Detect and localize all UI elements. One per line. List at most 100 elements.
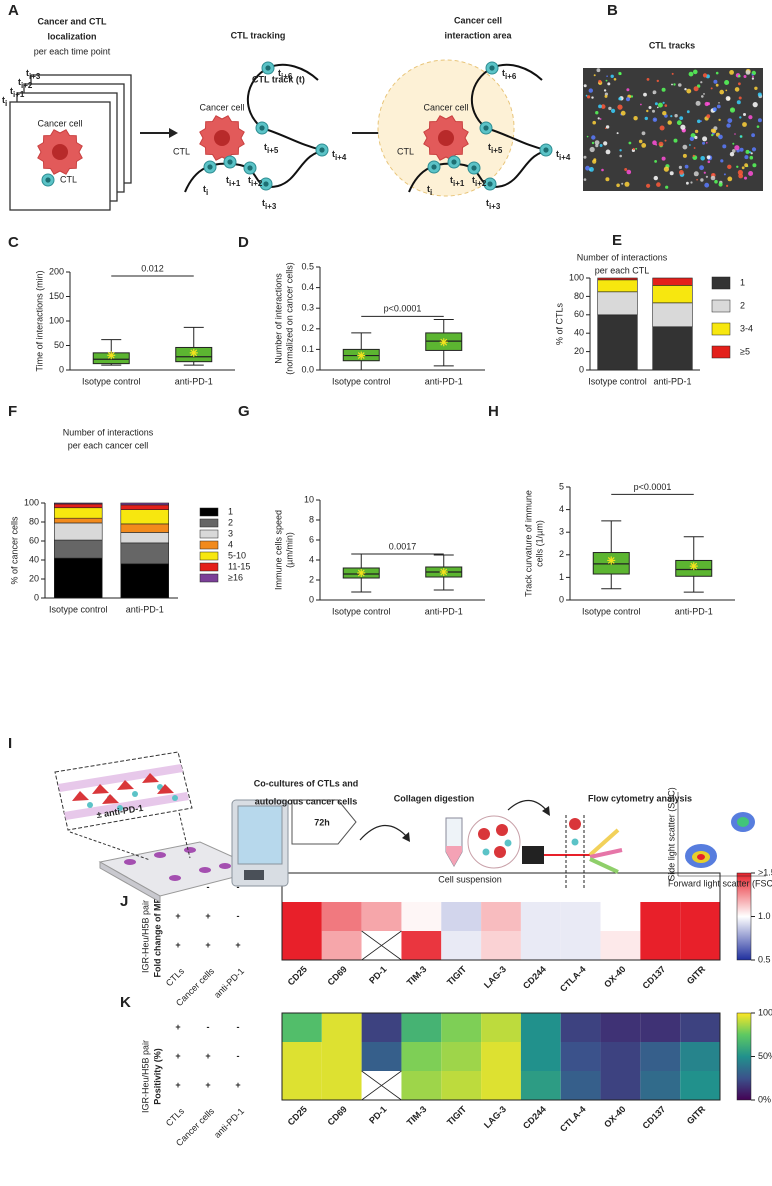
tube-liquid: [446, 846, 462, 866]
image-speck: [693, 171, 699, 177]
cancer-cell-small: [92, 784, 109, 794]
y-axis-label: Number of interactions: [273, 273, 283, 364]
image-speck: [689, 144, 691, 146]
time-base: t: [488, 142, 491, 152]
cell-label: CTL: [60, 174, 77, 184]
image-speck: [625, 97, 631, 102]
time-sub: i+2: [21, 81, 33, 90]
image-speck: [700, 120, 702, 122]
image-speck: [703, 93, 705, 95]
bar-segment: [120, 504, 169, 510]
x-tick-label: anti-PD-1: [425, 376, 463, 386]
column-label: TIGIT: [445, 964, 469, 988]
image-speck: [656, 79, 659, 83]
image-speck: [706, 155, 711, 160]
colorbar: [736, 1012, 752, 1101]
bar-segment: [54, 502, 103, 505]
image-speck: [621, 182, 624, 185]
y-tick-label: 100: [24, 497, 39, 507]
microscopy-image: [583, 68, 763, 191]
heatmap-cell: [600, 931, 641, 960]
mean-marker: [357, 351, 366, 360]
heatmap-cell: [282, 1071, 322, 1100]
time-base: t: [248, 175, 251, 185]
heatmap-cell: [520, 873, 561, 902]
heatmap-cell: [680, 902, 720, 931]
ctl-nucleus: [471, 165, 477, 171]
panel-letter: K: [120, 994, 131, 1011]
bar-segment: [120, 509, 169, 525]
image-speck: [749, 151, 752, 154]
image-speck: [693, 69, 698, 75]
image-speck: [674, 114, 678, 118]
legend-swatch: [711, 322, 731, 336]
image-speck: [646, 183, 651, 188]
time-sub: i+1: [453, 179, 465, 188]
image-speck: [739, 147, 744, 152]
image-speck: [624, 181, 630, 187]
bar-segment: [120, 563, 169, 599]
y-tick-label: 0.3: [301, 303, 314, 313]
image-speck: [671, 83, 673, 86]
image-speck: [673, 83, 676, 86]
time-sub: i+2: [475, 179, 487, 188]
image-speck: [743, 113, 746, 116]
condition-sign: +: [235, 1080, 240, 1090]
image-speck: [710, 87, 713, 90]
arrow-head: [402, 832, 410, 842]
legend-label: 3: [228, 528, 233, 538]
image-speck: [726, 123, 731, 128]
image-speck: [748, 171, 754, 176]
legend-swatch: [199, 507, 219, 517]
time-base: t: [2, 95, 5, 105]
heatmap-cell: [321, 1042, 362, 1071]
image-speck: [706, 142, 708, 144]
image-speck: [682, 153, 687, 158]
image-speck: [601, 168, 604, 172]
image-speck: [646, 109, 649, 113]
image-speck: [738, 96, 742, 100]
time-sub: i+4: [335, 153, 347, 162]
bar-segment: [54, 503, 103, 509]
cell-label: Cancer cell: [37, 118, 82, 128]
time-label: ti+6: [502, 68, 517, 81]
heatmap-cell: [361, 902, 402, 931]
image-speck: [599, 118, 602, 120]
image-speck: [707, 160, 711, 164]
heatmap-cell: [282, 1013, 322, 1042]
panel-letter: B: [607, 2, 618, 19]
y-axis-label: IGR-Heu/H5B pair: [140, 1040, 150, 1113]
heatmap-cell: [520, 1071, 561, 1100]
ctl-nucleus: [487, 181, 493, 187]
image-speck: [667, 120, 672, 125]
heatmap-cell: [361, 1042, 402, 1071]
significance-label: p<0.0001: [384, 304, 422, 314]
image-speck: [729, 70, 734, 75]
image-speck: [682, 144, 688, 150]
bar-segment: [54, 557, 103, 599]
subpanel-title: Cancer and CTL: [37, 16, 107, 26]
bar-segment: [54, 539, 103, 559]
heatmap-cell: [560, 902, 601, 931]
bar-segment: [120, 532, 169, 544]
y-tick-label: 100: [569, 272, 584, 282]
y-axis-label: Immune cells speed: [273, 510, 283, 590]
y-axis-label: Positivity (%): [152, 1048, 162, 1105]
bar-segment: [652, 285, 693, 304]
heatmap-cell: [600, 1042, 641, 1071]
x-tick-label: Isotype control: [49, 604, 108, 614]
legend-swatch: [199, 529, 219, 539]
image-speck: [706, 114, 711, 119]
image-speck: [715, 83, 719, 87]
image-speck: [588, 88, 593, 93]
y-tick-label: 8: [309, 514, 314, 524]
colorbar-label: 100%: [758, 1007, 772, 1017]
x-tick-label: anti-PD-1: [425, 606, 463, 616]
image-speck: [589, 167, 594, 172]
x-tick-label: anti-PD-1: [126, 604, 164, 614]
image-speck: [593, 74, 596, 77]
y-tick-label: 50: [54, 340, 64, 350]
image-speck: [619, 154, 622, 158]
image-speck: [652, 92, 655, 95]
legend-swatch: [199, 551, 219, 561]
